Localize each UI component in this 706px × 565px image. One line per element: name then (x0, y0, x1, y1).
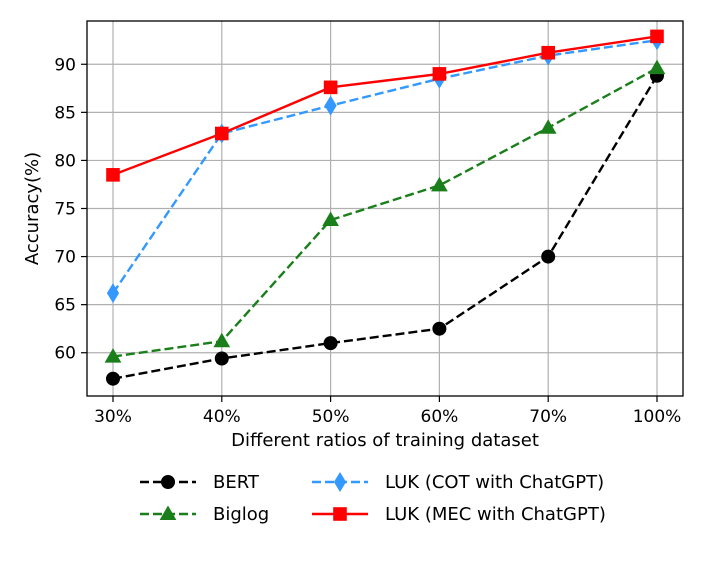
data-point (650, 29, 664, 44)
data-point (322, 211, 339, 227)
x-tick-label: 30% (94, 407, 132, 427)
data-point (324, 95, 337, 116)
y-tick-label: 80 (54, 151, 76, 171)
x-axis-label: Different ratios of training dataset (231, 430, 539, 451)
data-point (214, 351, 229, 366)
x-tick-label: 60% (421, 407, 459, 427)
series-line (112, 35, 658, 176)
legend-marker (161, 475, 175, 489)
legend-marker (159, 505, 177, 520)
data-point (323, 80, 338, 95)
data-point (215, 126, 229, 141)
legend-item-bert: BERT (140, 472, 260, 493)
x-tick-label: 40% (203, 407, 241, 427)
y-tick-label: 70 (54, 248, 76, 268)
y-tick-label: 85 (54, 103, 76, 123)
legend-item-luk-cot-with-chatgpt: LUK (COT with ChatGPT) (312, 472, 604, 493)
series-line (112, 67, 658, 358)
x-tick-label: 100% (633, 407, 682, 427)
data-point (213, 332, 231, 348)
data-point (541, 45, 556, 60)
y-tick-label: 65 (54, 296, 76, 316)
data-point (432, 67, 447, 81)
legend-label: LUK (COT with ChatGPT) (385, 472, 604, 493)
x-tick-label: 70% (529, 407, 567, 427)
series-luk-cot-with-chatgpt (106, 30, 664, 304)
series-line (112, 39, 658, 294)
series-bert (106, 68, 664, 386)
series-biglog (104, 59, 666, 363)
data-point (648, 59, 666, 75)
series-luk-mec-with-chatgpt (106, 29, 664, 182)
data-point (541, 249, 556, 264)
legend-item-biglog: Biglog (140, 504, 269, 525)
data-point (432, 321, 447, 336)
legend-marker (333, 472, 347, 492)
data-point (539, 119, 557, 134)
data-point (106, 371, 120, 386)
legend-label: BERT (213, 472, 260, 493)
data-point (323, 336, 338, 351)
y-tick-label: 60 (54, 344, 76, 364)
legend: BERT Biglog LUK (COT with ChatGPT) LUK (MEC… (140, 472, 606, 525)
data-point (431, 176, 448, 192)
axis-ticks: 30% 40% 50% 60% 70% 100% 60 65 70 75 80 85 90 (54, 55, 681, 427)
data-point (106, 283, 120, 304)
series-lines (104, 29, 666, 386)
y-tick-label: 90 (54, 55, 76, 75)
x-tick-label: 50% (312, 407, 350, 427)
y-axis-label: Accuracy(%) (22, 152, 43, 265)
legend-label: Biglog (213, 504, 269, 525)
grid-lines (87, 21, 683, 396)
series-line (112, 75, 659, 380)
legend-item-luk-mec-with-chatgpt: LUK (MEC with ChatGPT) (312, 504, 606, 525)
legend-label: LUK (MEC with ChatGPT) (385, 504, 606, 525)
y-tick-label: 75 (54, 200, 76, 220)
data-point (104, 348, 122, 363)
data-point (106, 168, 120, 182)
legend-marker (333, 507, 347, 521)
